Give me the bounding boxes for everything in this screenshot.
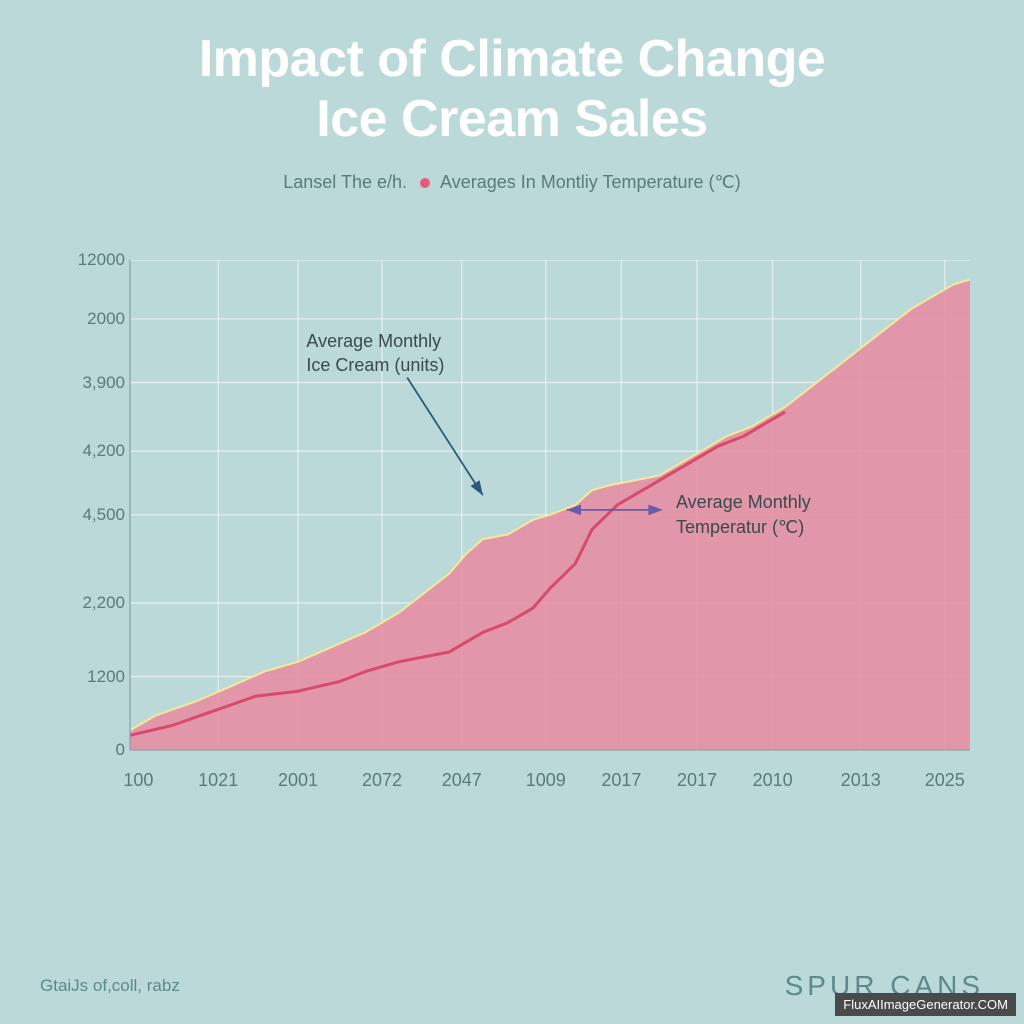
chart-area: 1200020003,9004,2004,5002,20012000100102…: [70, 260, 970, 810]
x-axis-label: 2017: [601, 770, 641, 791]
y-axis-label: 3,900: [55, 373, 125, 393]
x-axis-label: 2072: [362, 770, 402, 791]
x-axis-label: 1021: [198, 770, 238, 791]
y-axis-label: 0: [55, 740, 125, 760]
watermark: FluxAIImageGenerator.COM: [835, 993, 1016, 1016]
y-axis-label: 2,200: [55, 593, 125, 613]
y-axis-label: 12000: [55, 250, 125, 270]
x-axis-label: 2025: [925, 770, 965, 791]
footer-credit: GtaiJs of,coll, rabz: [40, 976, 180, 996]
x-axis-label: 100: [123, 770, 153, 791]
subtitle-right: Averages In Montliy Temperature (℃): [440, 172, 741, 192]
y-axis-label: 4,500: [55, 505, 125, 525]
chart-title: Impact of Climate Change Ice Cream Sales: [0, 0, 1024, 150]
x-axis-label: 2013: [841, 770, 881, 791]
x-axis-label: 2001: [278, 770, 318, 791]
chart-svg: [70, 260, 970, 810]
annotation-temperature: Average MonthlyTemperatur (℃): [676, 490, 811, 539]
x-axis-label: 2010: [753, 770, 793, 791]
y-axis-label: 1200: [55, 667, 125, 687]
x-axis-label: 2017: [677, 770, 717, 791]
title-line-2: Ice Cream Sales: [316, 90, 707, 148]
x-axis-label: 2047: [442, 770, 482, 791]
y-axis-label: 2000: [55, 309, 125, 329]
title-line-1: Impact of Climate Change: [199, 30, 826, 88]
legend-dot-icon: [420, 178, 430, 188]
annotation-ice-cream: Average MonthlyIce Cream (units): [306, 329, 444, 378]
y-axis-label: 4,200: [55, 441, 125, 461]
chart-subtitle: Lansel The e/h. Averages In Montliy Temp…: [0, 172, 1024, 193]
x-axis-label: 1009: [526, 770, 566, 791]
subtitle-left: Lansel The e/h.: [283, 172, 407, 192]
